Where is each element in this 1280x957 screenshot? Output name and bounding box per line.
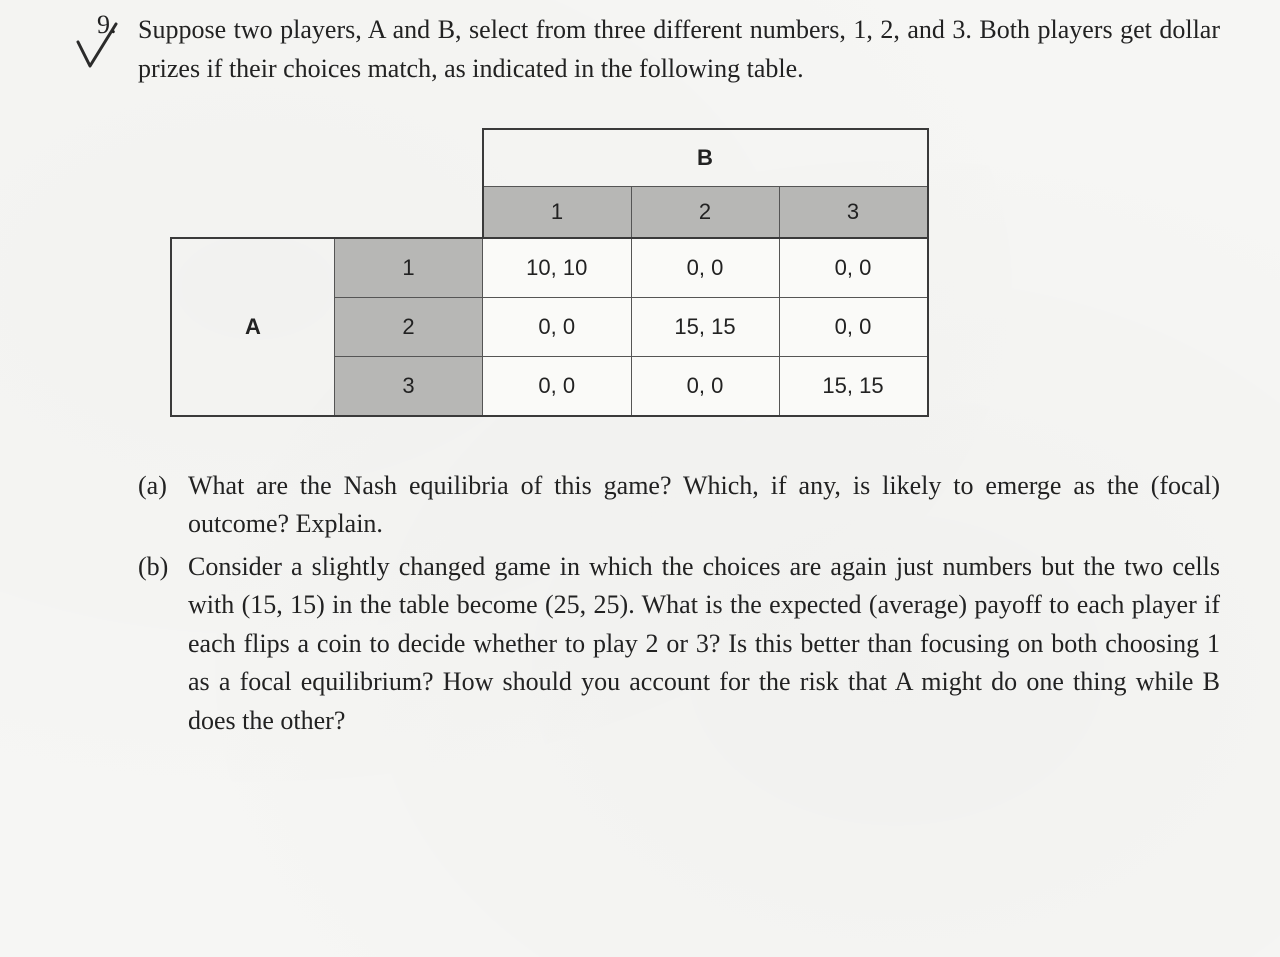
cell-1-1: 10, 10 [483, 238, 632, 298]
cell-3-2: 0, 0 [631, 357, 779, 417]
cell-1-2: 0, 0 [631, 238, 779, 298]
cell-3-3: 15, 15 [779, 357, 928, 417]
payoff-table-wrap: B 1 2 3 A 1 10, 10 0, 0 0, 0 2 0, 0 [170, 128, 1220, 417]
empty-corner [171, 129, 483, 187]
col-header-1: 1 [483, 187, 632, 239]
subparts: (a) What are the Nash equilibria of this… [138, 467, 1220, 740]
subpart-b: (b) Consider a slightly changed game in … [138, 548, 1220, 740]
col-header-3: 3 [779, 187, 928, 239]
problem-block: 9. Suppose two players, A and B, select … [100, 10, 1220, 740]
row-header-2: 2 [335, 298, 483, 357]
subpart-b-label: (b) [138, 548, 168, 586]
player-b-label: B [483, 129, 928, 187]
subpart-b-text: Consider a slightly changed game in whic… [188, 552, 1220, 735]
problem-number: 9. [97, 10, 117, 40]
payoff-table: B 1 2 3 A 1 10, 10 0, 0 0, 0 2 0, 0 [170, 128, 929, 417]
subpart-a: (a) What are the Nash equilibria of this… [138, 467, 1220, 544]
problem-intro: Suppose two players, A and B, select fro… [138, 10, 1220, 88]
cell-2-1: 0, 0 [483, 298, 632, 357]
row-header-3: 3 [335, 357, 483, 417]
subpart-a-label: (a) [138, 467, 167, 505]
cell-2-3: 0, 0 [779, 298, 928, 357]
col-header-2: 2 [631, 187, 779, 239]
cell-1-3: 0, 0 [779, 238, 928, 298]
cell-3-1: 0, 0 [483, 357, 632, 417]
empty-corner [171, 187, 483, 239]
cell-2-2: 15, 15 [631, 298, 779, 357]
page: 9. Suppose two players, A and B, select … [0, 0, 1280, 957]
row-header-1: 1 [335, 238, 483, 298]
subpart-a-text: What are the Nash equilibria of this gam… [188, 471, 1220, 538]
player-a-label: A [171, 238, 335, 416]
